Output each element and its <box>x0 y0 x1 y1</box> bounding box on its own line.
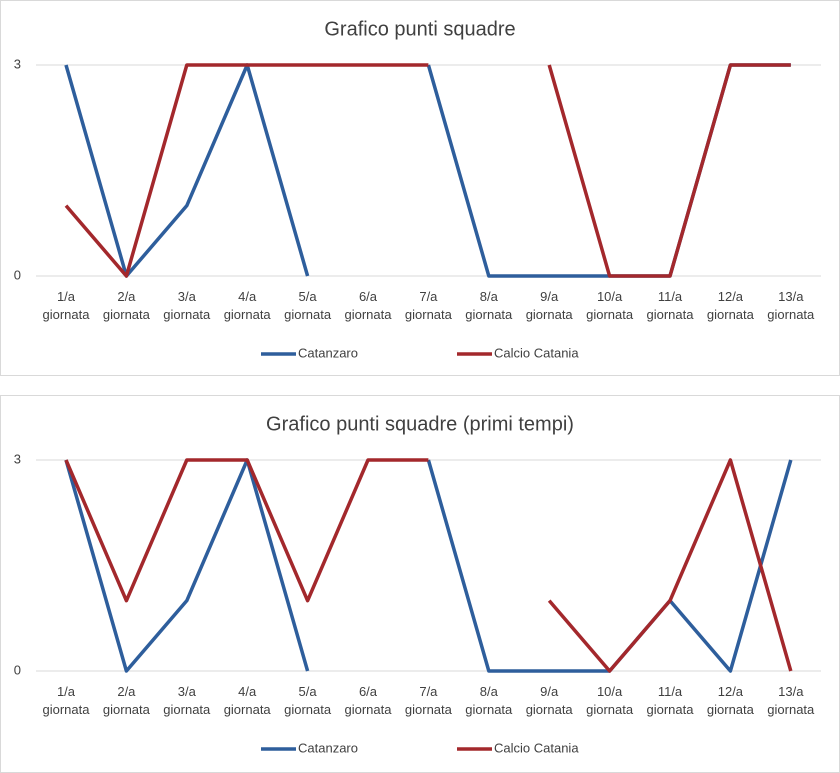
x-tick-label: 12/a giornata <box>706 684 754 717</box>
x-tick-label: 13/a giornata <box>767 684 815 717</box>
legend-label: Catanzaro <box>298 740 358 755</box>
chart: Grafico punti squadre 0 3 Catanzaro Calcio C… <box>0 0 840 376</box>
x-tick-label: 2/a giornata <box>102 289 150 322</box>
x-tick-label: 4/a giornata <box>223 684 271 717</box>
x-tick-label: 1/a giornata <box>42 289 90 322</box>
x-tick-label: 9/a giornata <box>525 289 573 322</box>
x-tick-label: 8/a giornata <box>465 684 513 717</box>
x-tick-label: 13/a giornata <box>767 289 815 322</box>
legend-label: Catanzaro <box>298 345 358 360</box>
y-tick-label: 0 <box>14 662 21 677</box>
y-tick-label: 3 <box>14 451 21 466</box>
chart-title: Grafico punti squadre (primi tempi) <box>266 413 574 435</box>
x-tick-label: 10/a giornata <box>586 684 634 717</box>
x-tick-label: 11/a giornata <box>646 684 694 717</box>
y-tick-label: 3 <box>14 56 21 71</box>
x-tick-label: 5/a giornata <box>284 684 332 717</box>
x-tick-label: 7/a giornata <box>404 684 452 717</box>
x-tick-label: 4/a giornata <box>223 289 271 322</box>
x-tick-label: 6/a giornata <box>344 684 392 717</box>
chart-svg: Grafico punti squadre 0 3 Catanzaro Calcio C… <box>14 18 821 360</box>
line <box>64 458 793 673</box>
y-tick-label: 0 <box>14 267 21 282</box>
x-tick-label: 2/a giornata <box>102 684 150 717</box>
x-tick-label: 5/a giornata <box>284 289 332 322</box>
x-tick-label: 8/a giornata <box>465 289 513 322</box>
x-tick-label: 11/a giornata <box>646 289 694 322</box>
legend-label: Calcio Catania <box>494 345 579 360</box>
chart-title: Grafico punti squadre <box>324 18 515 40</box>
chart: Grafico punti squadre (primi tempi) 0 3 Cat… <box>0 395 840 773</box>
chart-svg: Grafico punti squadre (primi tempi) 0 3 Cat… <box>14 413 821 755</box>
x-tick-label: 1/a giornata <box>42 684 90 717</box>
line <box>64 63 791 278</box>
x-tick-label: 12/a giornata <box>706 289 754 322</box>
x-tick-label: 10/a giornata <box>586 289 634 322</box>
x-tick-label: 9/a giornata <box>525 684 573 717</box>
x-tick-label: 3/a giornata <box>163 684 211 717</box>
legend-label: Calcio Catania <box>494 740 579 755</box>
line <box>64 63 791 278</box>
x-tick-label: 3/a giornata <box>163 289 211 322</box>
x-tick-label: 7/a giornata <box>404 289 452 322</box>
x-tick-label: 6/a giornata <box>344 289 392 322</box>
